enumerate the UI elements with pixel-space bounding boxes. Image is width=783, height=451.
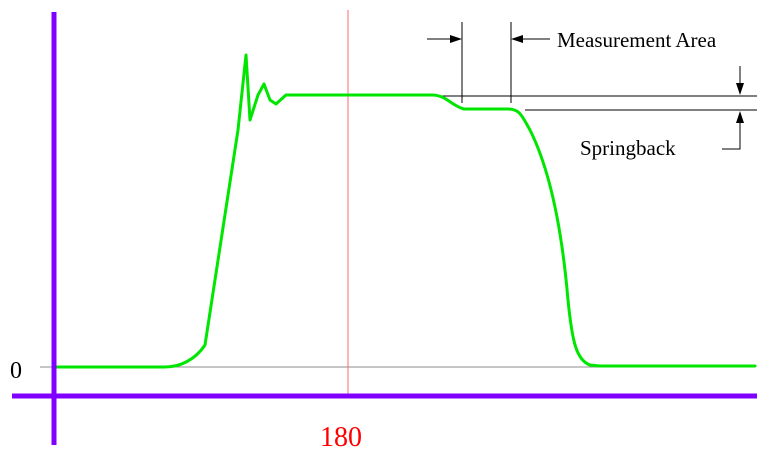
springback-bottom-arrowhead	[736, 111, 744, 123]
measurement-area-label: Measurement Area	[557, 28, 717, 52]
springback-label: Springback	[580, 136, 676, 160]
springback-curve	[55, 53, 757, 369]
measurement-area-right-arrowhead	[511, 35, 523, 43]
springback-top-arrowhead	[736, 83, 744, 95]
x-center-label: 180	[320, 422, 362, 451]
measurement-area-left-arrowhead	[450, 35, 462, 43]
springback-bottom-arrow	[722, 121, 741, 150]
y-zero-label: 0	[10, 358, 22, 384]
